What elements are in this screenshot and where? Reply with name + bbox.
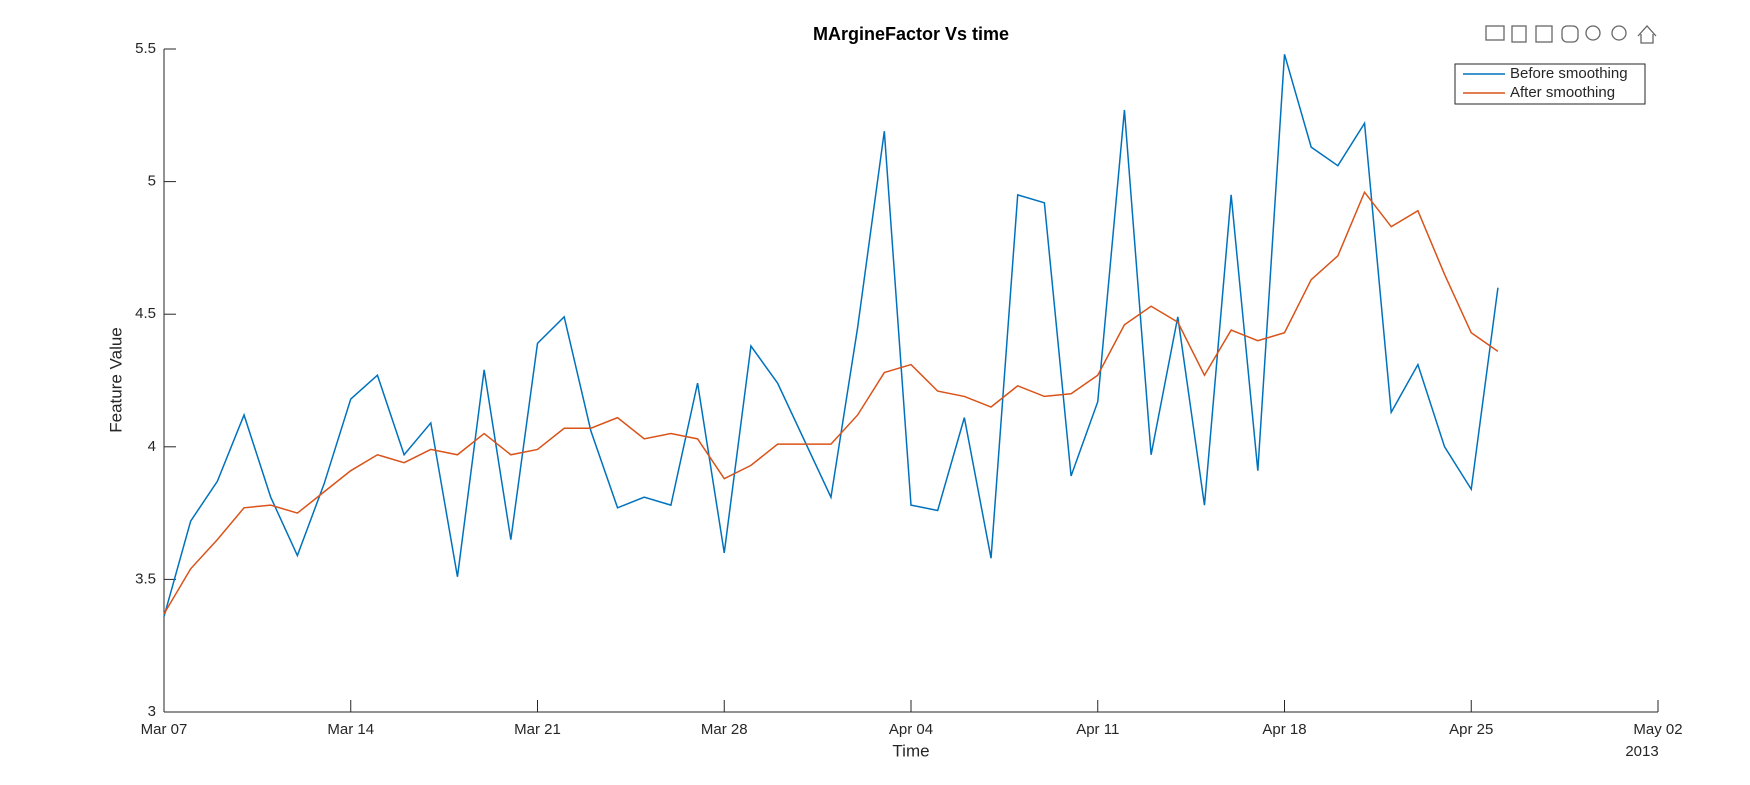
legend-box xyxy=(1454,63,1646,105)
x-tick-label: Mar 28 xyxy=(701,721,748,738)
line-series xyxy=(163,54,1499,617)
tool-icon[interactable] xyxy=(1637,25,1657,44)
y-tick-label: 3 xyxy=(148,703,156,720)
legend-label: Before smoothing xyxy=(1510,65,1628,82)
x-tick-label: Mar 07 xyxy=(141,721,188,738)
legend-label: After smoothing xyxy=(1510,84,1615,101)
legend: Before smoothing After smoothing xyxy=(1454,63,1646,105)
x-tick-label: Apr 11 xyxy=(1076,721,1119,738)
y-tick-label: 4.5 xyxy=(135,305,156,322)
tool-icon[interactable] xyxy=(1561,25,1579,43)
x-tick-label: Mar 14 xyxy=(327,721,374,738)
tool-icon[interactable] xyxy=(1585,25,1601,41)
x-secondary-label: 2013 xyxy=(1625,743,1658,760)
x-tick-label: Mar 21 xyxy=(514,721,561,738)
y-tick-label: 5 xyxy=(148,173,156,190)
tool-icon[interactable] xyxy=(1535,25,1553,43)
tool-icon[interactable] xyxy=(1485,25,1505,41)
x-tick-label: May 02 xyxy=(1633,721,1682,738)
x-tick-label: Apr 04 xyxy=(889,721,933,738)
x-tick-label: Apr 25 xyxy=(1449,721,1493,738)
chart-title: MArgineFactor Vs time xyxy=(813,24,1009,44)
y-tick-label: 4 xyxy=(148,438,156,455)
toolbar[interactable] xyxy=(1485,25,1657,44)
tool-icon[interactable] xyxy=(1611,25,1627,41)
y-tick-label: 5.5 xyxy=(135,40,156,57)
x-axis-label: Time xyxy=(892,741,929,760)
y-tick-label: 3.5 xyxy=(135,570,156,587)
tool-icon[interactable] xyxy=(1511,25,1527,43)
line-series xyxy=(163,190,1499,615)
x-tick-label: Apr 18 xyxy=(1262,721,1306,738)
y-axis-label: Feature Value xyxy=(106,327,125,433)
